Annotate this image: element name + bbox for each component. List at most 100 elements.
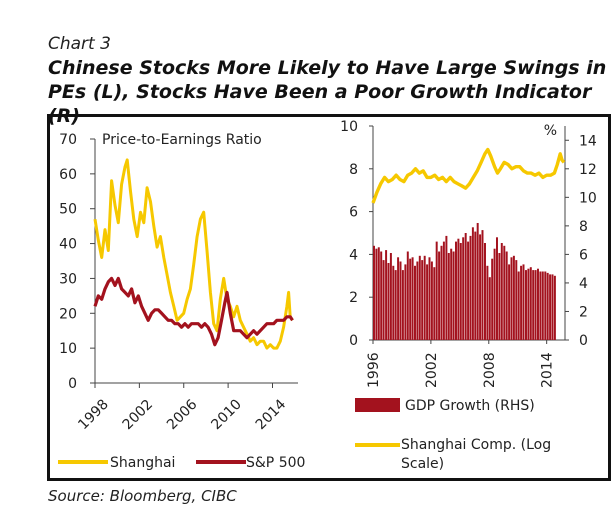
gdp-bar (380, 251, 383, 340)
right-right-tick-label: 0 (579, 333, 588, 349)
left-y-tick-label: 40 (59, 237, 77, 253)
gdp-bar (553, 275, 556, 340)
gdp-bar (404, 264, 407, 340)
left-y-tick-label: 20 (59, 306, 77, 322)
left-chart-title: Price-to-Earnings Ratio (102, 132, 262, 148)
gdp-bar (551, 274, 554, 340)
gdp-bar (447, 253, 450, 340)
gdp-bar (385, 250, 388, 340)
right-x-tick-label: 2008 (482, 352, 498, 388)
gdp-bar (399, 261, 402, 340)
legend-label-gdp: GDP Growth (RHS) (405, 398, 535, 414)
gdp-bar (421, 260, 424, 340)
gdp-bar (541, 271, 544, 340)
gdp-bar (496, 237, 498, 340)
gdp-bar (389, 253, 392, 340)
chart-number: Chart 3 (48, 34, 111, 54)
gdp-bar (515, 260, 518, 340)
gdp-bar (430, 261, 433, 340)
gdp-bar (517, 271, 520, 340)
gdp-bar (387, 263, 390, 340)
gdp-bar (464, 233, 467, 340)
gdp-bar (525, 270, 527, 340)
right-right-tick-label: 6 (579, 247, 588, 263)
gdp-bar (522, 264, 525, 340)
right-left-tick-label: 6 (349, 205, 358, 221)
gdp-bar (467, 241, 470, 340)
gdp-bar (508, 264, 511, 340)
gdp-bar (469, 235, 472, 340)
right-right-tick-label: 4 (579, 276, 588, 292)
gdp-bar (476, 223, 479, 340)
left-x-tick-label: 2002 (120, 397, 157, 434)
gdp-bar (512, 255, 515, 340)
gdp-bar (503, 245, 506, 340)
gdp-bar (442, 241, 445, 340)
shanghai-comp-line (371, 147, 566, 204)
gdp-bar (401, 270, 404, 340)
gdp-bar (409, 258, 412, 340)
gdp-bar (491, 258, 494, 340)
gdp-bar (373, 245, 375, 340)
right-right-tick-label: 10 (579, 190, 597, 206)
left-x-tick-label: 2006 (164, 396, 201, 433)
legend-swatch-gdp (355, 398, 400, 412)
left-y-tick-label: 60 (59, 167, 77, 183)
left-y-tick-label: 10 (59, 341, 77, 357)
gdp-bar (549, 274, 552, 340)
gdp-bar (459, 243, 462, 340)
gdp-bar (534, 270, 537, 340)
source-note: Source: Bloomberg, CIBC (48, 487, 237, 505)
left-y-tick-label: 30 (59, 271, 77, 287)
gdp-bar (505, 251, 508, 340)
gdp-bar (440, 245, 443, 340)
gdp-bar (445, 235, 448, 340)
gdp-bar (411, 257, 414, 340)
gdp-bar (486, 265, 489, 340)
right-right-tick-label: 14 (579, 133, 597, 149)
gdp-bar (471, 227, 474, 340)
right-left-tick-label: 0 (349, 333, 358, 349)
gdp-bar (546, 272, 549, 340)
gdp-bar (479, 234, 482, 340)
gdp-bar (414, 265, 416, 340)
gdp-bar (435, 241, 438, 340)
gdp-bar (474, 231, 477, 340)
left-y-tick-label: 50 (59, 202, 77, 218)
right-x-tick-label: 2014 (540, 352, 556, 388)
gdp-bar (394, 270, 397, 340)
gdp-bar (428, 257, 431, 340)
shanghai-pe-line (93, 158, 294, 350)
left-x-tick-label: 2014 (253, 396, 290, 433)
legend-label-shanghai-comp: Shanghai Comp. (Log Scale) (401, 437, 551, 472)
gdp-bar (481, 230, 484, 340)
sp500-pe-line (93, 276, 294, 347)
gdp-bar (426, 264, 429, 340)
gdp-bar (510, 257, 513, 340)
legend-label-sp500: S&P 500 (246, 455, 305, 471)
right-right-tick-label: 8 (579, 219, 588, 235)
right-left-tick-label: 2 (349, 290, 358, 306)
right-left-tick-label: 8 (349, 162, 358, 178)
gdp-bar (438, 251, 441, 340)
right-unit-label: % (544, 123, 557, 139)
gdp-bar (406, 251, 409, 340)
gdp-bar (493, 248, 496, 340)
gdp-bar (375, 248, 378, 340)
gdp-bar (450, 248, 453, 340)
chart-frame (47, 114, 611, 481)
gdp-bar (539, 271, 542, 340)
gdp-bar (433, 267, 436, 340)
right-x-tick-label: 1996 (366, 352, 382, 388)
gdp-bar (392, 265, 395, 340)
gdp-bar (498, 253, 501, 340)
gdp-bar (397, 257, 400, 340)
gdp-bar (520, 265, 523, 340)
right-x-tick-label: 2002 (424, 352, 440, 388)
gdp-bar (488, 277, 491, 340)
left-x-tick-label: 1998 (75, 397, 112, 434)
gdp-bar (423, 255, 426, 340)
left-y-tick-label: 0 (68, 376, 77, 392)
gdp-bar (418, 255, 421, 340)
